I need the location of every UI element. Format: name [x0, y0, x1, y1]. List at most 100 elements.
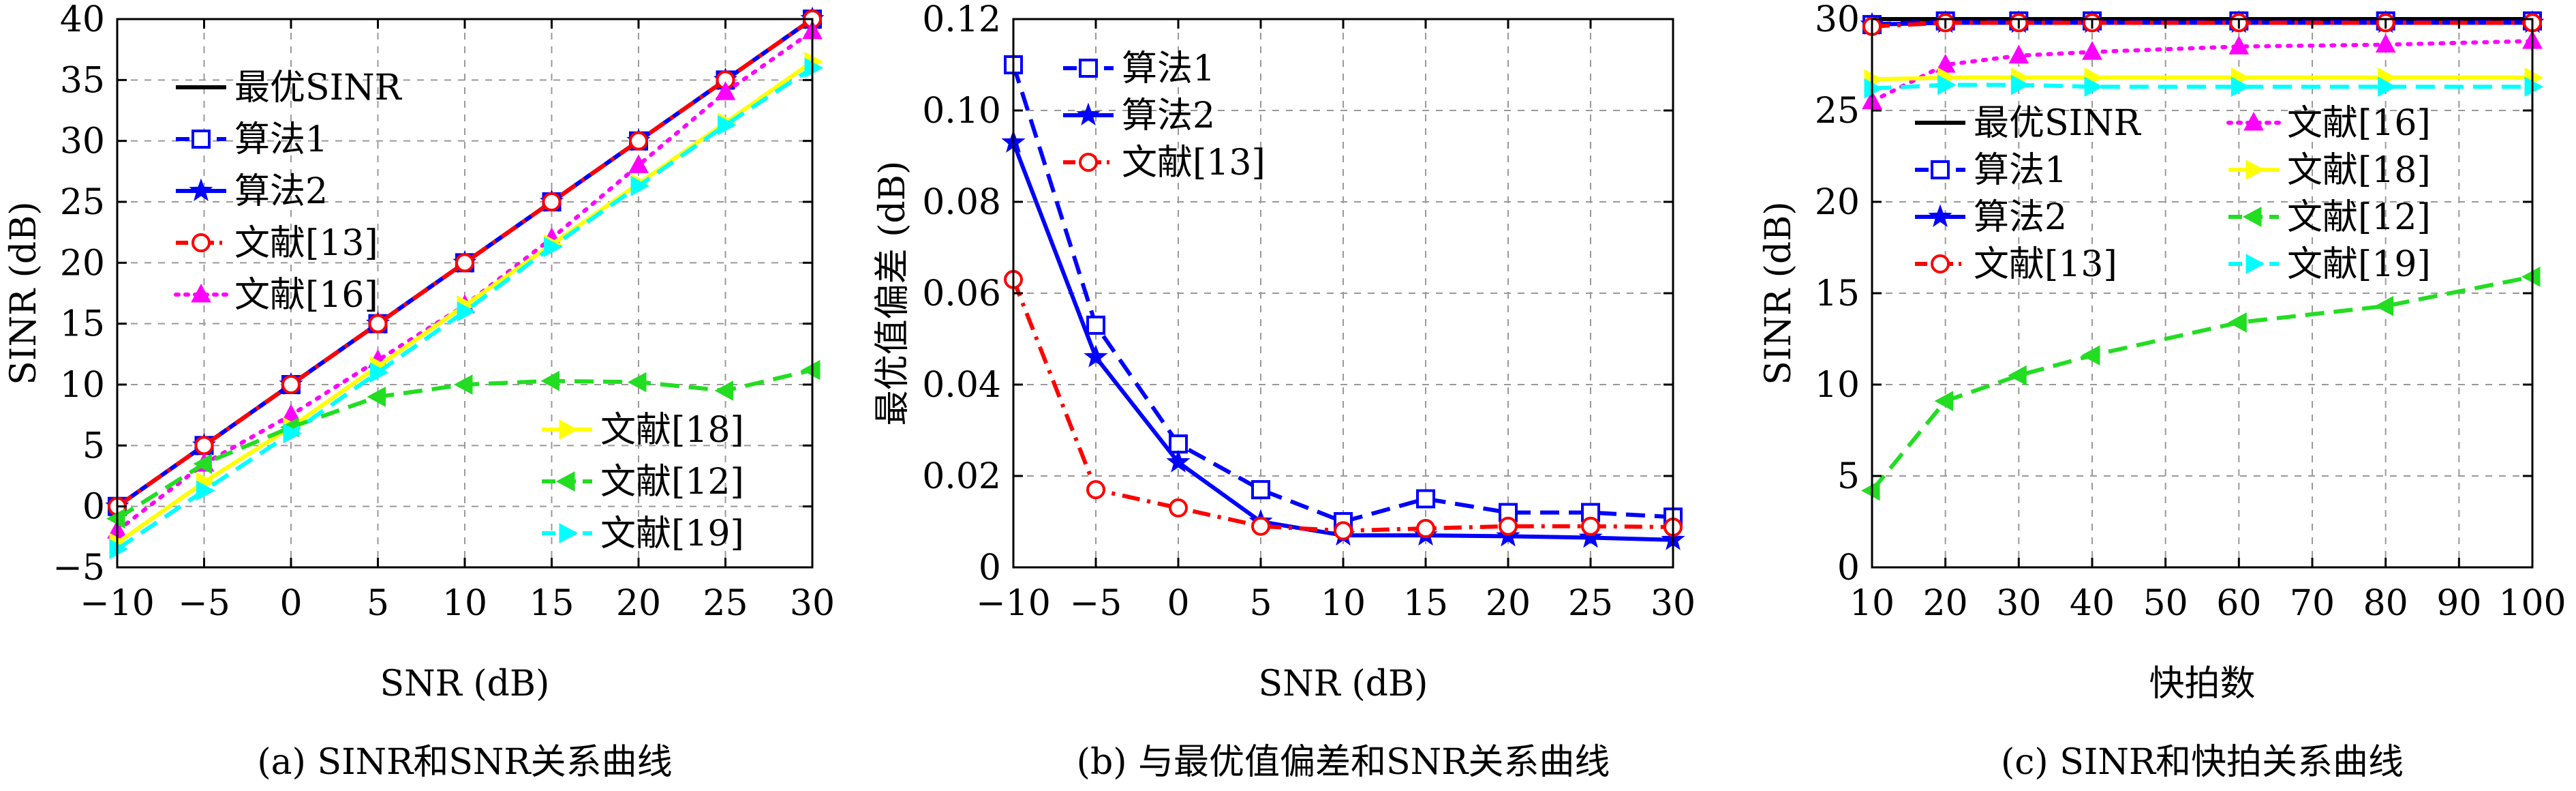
legend-marker: [1931, 160, 1950, 179]
series-7: [109, 57, 824, 560]
series-line: [1011, 64, 1674, 524]
series-2: [1004, 269, 1683, 541]
legend-label: 算法2: [1974, 197, 2067, 238]
legend-label: 文献[16]: [2287, 103, 2431, 144]
legend-marker: [2245, 160, 2265, 180]
y-tick-label: 0.08: [922, 182, 1001, 223]
legend-label: 文献[18]: [2287, 150, 2431, 191]
data-point: [2084, 76, 2104, 97]
x-tick-label: 20: [616, 583, 661, 624]
data-point: [544, 237, 563, 257]
data-point: [2082, 41, 2102, 60]
y-tick-label: 0.12: [922, 0, 1001, 40]
data-point: [1334, 521, 1353, 541]
y-tick-label: 0: [82, 487, 105, 528]
y-tick-label: 10: [60, 365, 105, 406]
data-point: [627, 372, 647, 393]
chart-panel-b: −10 −5 0 5 10 15 20 25 30 0 0.02 0.04 0.06 0.08 0.10 0.…: [872, 0, 1696, 783]
x-tick-label: 50: [2143, 583, 2188, 624]
y-tick-label: 0.10: [922, 91, 1001, 132]
data-point: [715, 81, 736, 100]
legend: 文献[18] 文献[12] 文献[19]: [542, 410, 744, 554]
x-tick-label: 40: [2070, 583, 2115, 624]
legend-label: 文献[18]: [600, 410, 744, 451]
legend-label: 最优SINR: [1974, 103, 2142, 144]
data-point: [455, 253, 474, 273]
x-tick-label: 20: [1923, 583, 1968, 624]
legend-marker: [559, 419, 579, 440]
legend-marker: [559, 523, 579, 543]
data-point: [1416, 489, 1435, 509]
data-point: [283, 423, 303, 444]
legend-marker: [191, 283, 211, 303]
data-point: [718, 115, 737, 136]
y-tick-label: 0.02: [922, 456, 1001, 497]
figure-caption: (b) 与最优值偏差和SNR关系曲线: [1077, 742, 1610, 783]
legend-label: 算法2: [234, 171, 328, 212]
y-axis-label: 最优值偏差 (dB): [872, 161, 913, 426]
y-tick-label: 0: [979, 548, 1001, 588]
data-point: [1934, 391, 1954, 411]
data-point: [1937, 74, 1957, 95]
x-tick-label: 70: [2290, 583, 2335, 624]
legend-marker: [1931, 254, 1950, 273]
y-axis-label: SINR (dB): [1758, 201, 1799, 385]
legend-marker: [1079, 153, 1098, 172]
data-point: [109, 539, 129, 560]
y-tick-label: 0.04: [922, 365, 1001, 406]
legend-marker: [1076, 102, 1101, 125]
x-tick-label: 30: [790, 583, 835, 624]
y-tick-label: 30: [1815, 0, 1860, 40]
legend-label: 文献[12]: [2287, 197, 2431, 238]
y-tick-label: 5: [1837, 456, 1860, 497]
x-tick-label: 90: [2436, 583, 2481, 624]
chart-panel-c: 10 20 30 40 50 60 70 80 90 100 0 5 10 15 20 25 30 快拍数 SINR…: [1758, 0, 2566, 783]
y-tick-label: 15: [1815, 273, 1860, 314]
legend-label: 算法1: [1974, 150, 2067, 191]
series-6: [106, 359, 821, 529]
data-point: [196, 480, 215, 501]
data-point: [628, 154, 649, 173]
x-tick-label: 15: [1403, 583, 1448, 624]
data-point: [193, 453, 212, 474]
x-tick-label: 30: [1651, 583, 1696, 624]
data-point: [1499, 516, 1518, 536]
legend-label: 算法2: [1122, 95, 1215, 136]
legend-label: 文献[13]: [234, 223, 378, 264]
series-line: [116, 65, 814, 551]
legend-label: 文献[13]: [1974, 244, 2117, 285]
y-tick-label: 35: [60, 60, 105, 101]
legend-marker: [189, 178, 213, 201]
y-tick-label: 0: [1837, 548, 1860, 588]
y-tick-label: 15: [60, 304, 105, 345]
data-point: [367, 387, 386, 407]
data-point: [1084, 344, 1108, 368]
data-point: [1086, 315, 1105, 335]
data-point: [1166, 449, 1191, 473]
data-point: [630, 175, 650, 196]
legend-marker: [1079, 59, 1098, 78]
x-axis-label: SNR (dB): [380, 663, 550, 704]
x-tick-label: 5: [367, 583, 389, 624]
legend: 最优SINR 算法1 算法2 文献[13]: [1915, 103, 2142, 285]
legend-marker: [2242, 207, 2262, 227]
legend-label: 文献[12]: [600, 462, 744, 503]
data-point: [457, 301, 476, 322]
data-point: [194, 436, 214, 456]
data-point: [1581, 516, 1600, 536]
legend-label: 算法1: [1122, 48, 1215, 89]
y-tick-label: 20: [1815, 182, 1860, 223]
legend-marker: [2245, 254, 2265, 274]
x-tick-label: −10: [976, 583, 1051, 624]
data-point: [2378, 76, 2397, 97]
x-tick-label: 10: [442, 583, 487, 624]
legend: 最优SINR 算法1 算法2 文献[13] 文献[16]: [174, 68, 403, 316]
y-tick-label: 10: [1815, 365, 1860, 406]
legend-label: 文献[16]: [234, 275, 378, 316]
legend-marker: [2243, 111, 2264, 131]
y-tick-label: 20: [60, 243, 105, 284]
data-point: [453, 374, 473, 395]
data-point: [2375, 33, 2396, 53]
data-point: [804, 57, 824, 78]
